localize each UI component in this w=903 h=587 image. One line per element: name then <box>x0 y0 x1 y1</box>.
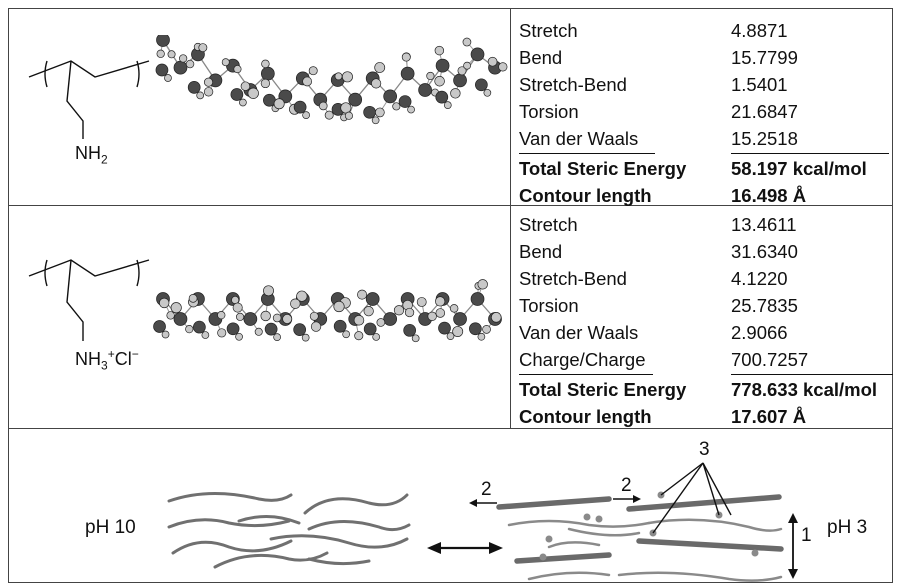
ph3-label: pH 3 <box>827 517 868 538</box>
molecule-model-protonated <box>153 279 502 343</box>
figure-frame: NH2 Stretch 4.8871 Bend 15.7799 Stretch-Be… <box>8 8 893 583</box>
contour-length-row: Contour length 17.607 Å <box>519 406 807 427</box>
energy-row-torsion: Torsion 25.7835 <box>519 295 798 316</box>
row-divider-2 <box>9 428 892 429</box>
vertical-arrow <box>788 513 798 579</box>
value-underline <box>731 374 893 375</box>
marker-2-left: 2 <box>481 479 492 500</box>
marker-1: 1 <box>801 525 812 546</box>
ph10-label: pH 10 <box>85 517 136 538</box>
loose-fibers <box>167 492 411 569</box>
energy-row-stretch-bend: Stretch-Bend 1.5401 <box>519 74 788 95</box>
energy-row-van-der-waals: Van der Waals 15.2518 <box>519 128 798 149</box>
total-steric-energy-row: Total Steric Energy 778.633 kcal/mol <box>519 379 878 400</box>
polymer-structure-protonated <box>28 259 150 341</box>
label-underline <box>519 374 653 375</box>
label-underline <box>519 153 655 154</box>
fiber-schematic <box>167 462 798 582</box>
stretched-fibers <box>496 494 784 564</box>
energy-row-bend: Bend 15.7799 <box>519 47 798 68</box>
thin-fibers <box>507 518 783 582</box>
energy-row-torsion: Torsion 21.6847 <box>519 101 798 122</box>
energy-row-stretch-bend: Stretch-Bend 4.1220 <box>519 268 788 289</box>
marker-2-right: 2 <box>621 475 632 496</box>
total-steric-energy-row: Total Steric Energy 58.197 kcal/mol <box>519 158 867 179</box>
amine-formula: NH2 <box>75 143 108 167</box>
energy-row-stretch: Stretch 4.8871 <box>519 20 788 41</box>
molecule-model-neutral <box>155 35 508 125</box>
ammonium-chloride-formula: NH3+Cl− <box>75 347 139 373</box>
energy-row-charge-charge: Charge/Charge 700.7257 <box>519 349 809 370</box>
column-divider <box>510 9 511 429</box>
shift-arrows <box>469 495 641 507</box>
energy-row-van-der-waals: Van der Waals 2.9066 <box>519 322 788 343</box>
equilibrium-arrow <box>427 542 503 554</box>
value-underline <box>731 153 889 154</box>
counterion-dots <box>539 491 759 561</box>
marker-3: 3 <box>699 439 710 460</box>
energy-row-stretch: Stretch 13.4611 <box>519 214 797 235</box>
polymer-structure-neutral <box>28 60 150 139</box>
energy-row-bend: Bend 31.6340 <box>519 241 798 262</box>
row-divider-1 <box>9 205 892 206</box>
contour-length-row: Contour length 16.498 Å <box>519 185 807 206</box>
callout-lines <box>652 462 732 534</box>
